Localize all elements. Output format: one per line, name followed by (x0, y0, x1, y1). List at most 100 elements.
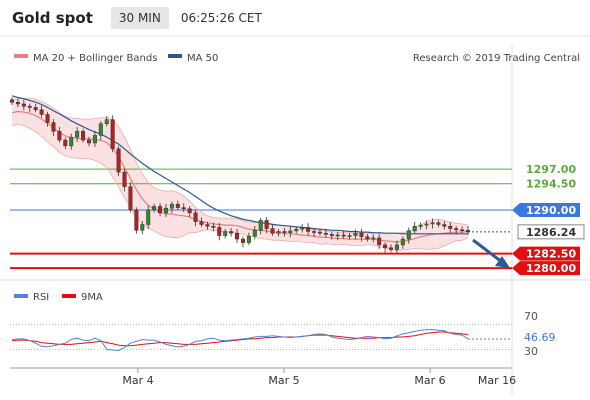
forecast-arrow (472, 238, 510, 268)
candle (57, 126, 62, 143)
candle (205, 221, 210, 230)
candle (377, 233, 382, 249)
ma50-legend-label: MA 50 (187, 53, 218, 64)
candle (341, 230, 346, 239)
candle (400, 236, 405, 249)
candle (365, 234, 370, 242)
ma9-legend-label: 9MA (81, 292, 103, 303)
instrument-title: Gold spot (12, 9, 93, 27)
candle (163, 203, 168, 217)
candle (110, 115, 115, 153)
ma20-legend-swatch (14, 54, 28, 58)
rsi-legend-swatch (14, 294, 28, 298)
resistance-level-tag: 1297.00 (526, 163, 576, 176)
candle (347, 232, 352, 240)
rsi-current-label: 46.69 (524, 331, 556, 344)
pivot-level-tag: 1290.00 (512, 202, 580, 217)
candle (187, 206, 192, 217)
candle (211, 222, 216, 232)
x-axis-labels: Mar 4 Mar 5 Mar 6 Mar 16 (122, 368, 516, 387)
candle (9, 97, 15, 105)
candle (158, 202, 163, 217)
candle (15, 98, 20, 108)
ma50-line (11, 95, 468, 235)
candle (460, 226, 465, 233)
rsi-panel (10, 324, 512, 352)
ma50-legend-swatch (168, 54, 182, 58)
candle (418, 222, 423, 230)
candle (270, 224, 275, 236)
candle (258, 217, 263, 235)
candle (323, 228, 328, 238)
candle (146, 205, 151, 230)
candle (51, 119, 56, 137)
candle (394, 240, 399, 253)
candle (389, 244, 394, 253)
candle (465, 225, 471, 236)
support-level-label: 1280.00 (526, 262, 576, 275)
candle (175, 200, 180, 211)
timeframe-selector[interactable]: 30 MIN (110, 7, 169, 29)
candle (152, 203, 157, 213)
rsi-legend-label: RSI (33, 292, 49, 303)
candle (264, 216, 269, 234)
x-tick-label: Mar 16 (478, 374, 516, 387)
support-level-label: 1282.50 (526, 248, 576, 261)
candle (81, 128, 86, 143)
candle (217, 223, 222, 241)
ma20-line (11, 110, 469, 243)
candle (312, 228, 317, 237)
clock-time: 06:25:26 CET (180, 11, 262, 25)
candle (128, 182, 133, 213)
last-level-label: 1286.24 (526, 226, 576, 239)
last-level-tag: 1286.24 (517, 224, 585, 240)
candle (45, 111, 50, 127)
rsi-line (11, 329, 469, 352)
candle (86, 136, 91, 147)
candle (116, 146, 121, 177)
support-level-tag: 1280.00 (512, 261, 580, 276)
candle (134, 207, 139, 234)
candle (240, 236, 245, 248)
candle (383, 242, 388, 253)
candle (288, 226, 293, 238)
candle (424, 220, 429, 230)
candle (69, 133, 74, 150)
candle (193, 209, 198, 227)
candle (122, 168, 127, 192)
candle (229, 227, 234, 237)
candle (371, 234, 376, 243)
candle (430, 218, 435, 229)
candle (223, 228, 228, 239)
candle (21, 99, 26, 111)
candle (317, 228, 322, 236)
candle (199, 217, 204, 228)
support-level-tag: 1282.50 (512, 246, 580, 261)
candle (140, 221, 145, 235)
rsi-lower-label: 30 (524, 345, 538, 358)
bollinger-band-area (12, 98, 468, 251)
candle (169, 201, 174, 213)
bb-upper-line (11, 97, 469, 234)
candle (276, 228, 281, 237)
candle (246, 232, 251, 246)
candle (442, 221, 447, 230)
candle (306, 223, 311, 236)
x-tick-label: Mar 5 (268, 374, 299, 387)
rsi-upper-label: 70 (524, 310, 538, 323)
chart-credit: Research © 2019 Trading Central (413, 53, 580, 64)
candle (92, 131, 97, 147)
candle (406, 227, 411, 244)
price-level-tags: 1297.00 1294.50 1290.00 1286.24 1282.501280.… (512, 163, 585, 276)
ma20-legend-label: MA 20 + Bollinger Bands (33, 53, 157, 64)
candles (9, 97, 471, 253)
candle (412, 221, 417, 234)
candle (63, 137, 68, 150)
ma9-legend-swatch (62, 294, 76, 298)
x-tick-label: Mar 4 (122, 374, 153, 387)
candle (104, 116, 109, 127)
candle (282, 227, 287, 237)
candle (235, 228, 240, 244)
resistance-level-tag: 1294.50 (526, 178, 576, 191)
